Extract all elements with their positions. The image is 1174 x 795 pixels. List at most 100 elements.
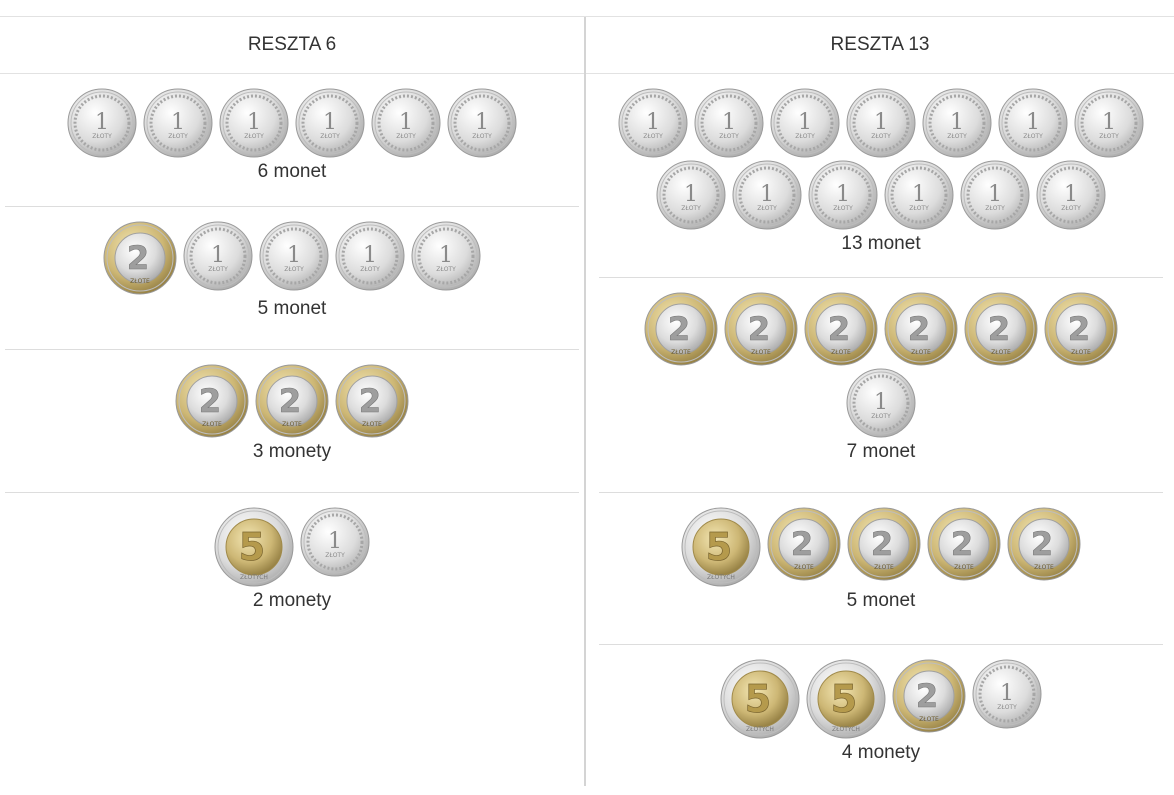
svg-text:ZŁOTY: ZŁOTY	[325, 552, 345, 559]
coin-count-label: 4 monety	[841, 742, 921, 763]
svg-text:ZŁOTE: ZŁOTE	[794, 564, 814, 571]
change-table: RESZTA 6 1 ZŁOTY 1 ZŁOTY 1 ZŁOTY 1 ZŁOTY 1 ZŁOTY 1…	[0, 16, 1174, 786]
svg-text:ZŁOTYCH: ZŁOTYCH	[746, 726, 774, 733]
svg-text:ZŁOTE: ZŁOTE	[130, 278, 150, 285]
svg-text:2: 2	[668, 310, 690, 348]
svg-text:1: 1	[646, 110, 660, 135]
svg-text:1: 1	[988, 182, 1002, 207]
svg-text:1: 1	[211, 243, 225, 268]
svg-text:1: 1	[874, 390, 888, 415]
svg-text:ZŁOTE: ZŁOTE	[874, 564, 894, 571]
svg-text:1: 1	[439, 243, 453, 268]
coin-row: 1 ZŁOTY 1 ZŁOTY 1 ZŁOTY 1 ZŁOTY 1 ZŁOTY 1 ZŁOTY 1 ZŁO…	[599, 88, 1163, 158]
svg-text:ZŁOTY: ZŁOTY	[360, 266, 380, 273]
change-option: 2 ZŁOTE 2 ZŁOTE 2 ZŁOTE 3 monety	[5, 350, 579, 493]
svg-text:1: 1	[1064, 182, 1078, 207]
svg-text:ZŁOTY: ZŁOTY	[719, 133, 739, 140]
svg-text:1: 1	[1000, 681, 1014, 706]
svg-text:2: 2	[1031, 525, 1053, 563]
svg-text:1: 1	[912, 182, 926, 207]
svg-text:1: 1	[287, 243, 301, 268]
svg-text:ZŁOTY: ZŁOTY	[871, 133, 891, 140]
change-option: 1 ZŁOTY 1 ZŁOTY 1 ZŁOTY 1 ZŁOTY 1 ZŁOTY 1 ZŁOTY 6 mo…	[5, 74, 579, 207]
change-option: 5 ZŁOTYCH 1 ZŁOTY 2 monety	[5, 493, 579, 643]
svg-text:ZŁOTE: ZŁOTE	[831, 349, 851, 356]
svg-text:ZŁOTY: ZŁOTY	[92, 133, 112, 140]
svg-text:ZŁOTY: ZŁOTY	[208, 266, 228, 273]
svg-text:2: 2	[916, 677, 938, 715]
svg-text:1: 1	[1102, 110, 1116, 135]
svg-text:5: 5	[706, 525, 732, 569]
svg-text:ZŁOTY: ZŁOTY	[244, 133, 264, 140]
svg-text:ZŁOTY: ZŁOTY	[168, 133, 188, 140]
svg-text:ZŁOTE: ZŁOTE	[671, 349, 691, 356]
svg-text:ZŁOTE: ZŁOTE	[202, 421, 222, 428]
svg-text:5: 5	[831, 677, 857, 721]
options-list: 1 ZŁOTY 1 ZŁOTY 1 ZŁOTY 1 ZŁOTY 1 ZŁOTY 1 ZŁOTY 6 mo…	[0, 74, 584, 643]
coin-row: 2 ZŁOTE 1 ZŁOTY 1 ZŁOTY 1 ZŁOTY 1 ZŁOTY	[5, 221, 579, 295]
svg-text:ZŁOTY: ZŁOTY	[1099, 133, 1119, 140]
coin-row: 2 ZŁOTE 2 ZŁOTE 2 ZŁOTE	[5, 364, 579, 438]
column-header: RESZTA 13	[586, 17, 1174, 74]
change-option: 5 ZŁOTYCH 2 ZŁOTE 2 ZŁOTE 2 ZŁOTE 2 ZŁOTE 5 monet	[599, 493, 1163, 645]
svg-text:ZŁOTE: ZŁOTE	[919, 716, 939, 723]
column-header: RESZTA 6	[0, 17, 584, 74]
svg-text:ZŁOTY: ZŁOTY	[997, 704, 1017, 711]
svg-text:ZŁOTY: ZŁOTY	[643, 133, 663, 140]
svg-text:1: 1	[1026, 110, 1040, 135]
change-option: 2 ZŁOTE 2 ZŁOTE 2 ZŁOTE 2 ZŁOTE 2 ZŁOTE 2 ZŁOTE 1 ZŁO…	[599, 278, 1163, 493]
svg-text:2: 2	[127, 239, 149, 277]
coin-5-zloty-icon: 5 ZŁOTYCH	[720, 659, 800, 739]
svg-text:2: 2	[828, 310, 850, 348]
svg-text:1: 1	[247, 110, 261, 135]
coin-count-label: 7 monet	[846, 441, 916, 462]
svg-text:ZŁOTE: ZŁOTE	[1034, 564, 1054, 571]
svg-text:1: 1	[323, 110, 337, 135]
svg-text:ZŁOTY: ZŁOTY	[681, 205, 701, 212]
coin-count-label: 13 monet	[841, 233, 921, 254]
svg-text:ZŁOTY: ZŁOTY	[947, 133, 967, 140]
svg-text:5: 5	[745, 677, 771, 721]
svg-text:ZŁOTYCH: ZŁOTYCH	[832, 726, 860, 733]
svg-text:ZŁOTE: ZŁOTE	[991, 349, 1011, 356]
svg-text:2: 2	[1068, 310, 1090, 348]
svg-text:2: 2	[279, 382, 301, 420]
coin-row: 1 ZŁOTY 1 ZŁOTY 1 ZŁOTY 1 ZŁOTY 1 ZŁOTY 1 ZŁOTY	[599, 160, 1163, 230]
svg-text:ZŁOTY: ZŁOTY	[284, 266, 304, 273]
svg-text:ZŁOTY: ZŁOTY	[1061, 205, 1081, 212]
coin-row: 5 ZŁOTYCH 1 ZŁOTY	[5, 507, 579, 587]
svg-text:1: 1	[95, 110, 109, 135]
coin-row: 5 ZŁOTYCH 5 ZŁOTYCH 2 ZŁOTE 1 ZŁOTY	[599, 659, 1163, 739]
svg-text:ZŁOTYCH: ZŁOTYCH	[240, 574, 268, 581]
svg-text:1: 1	[950, 110, 964, 135]
svg-text:2: 2	[871, 525, 893, 563]
coin-count-label: 3 monety	[252, 441, 332, 462]
svg-text:2: 2	[359, 382, 381, 420]
svg-text:ZŁOTY: ZŁOTY	[795, 133, 815, 140]
change-option: 1 ZŁOTY 1 ZŁOTY 1 ZŁOTY 1 ZŁOTY 1 ZŁOTY 1 ZŁOTY 1 ZŁO…	[599, 74, 1163, 278]
coin-5-zloty-icon: 5 ZŁOTYCH	[681, 507, 761, 587]
svg-text:ZŁOTY: ZŁOTY	[757, 205, 777, 212]
svg-text:ZŁOTY: ZŁOTY	[871, 413, 891, 420]
